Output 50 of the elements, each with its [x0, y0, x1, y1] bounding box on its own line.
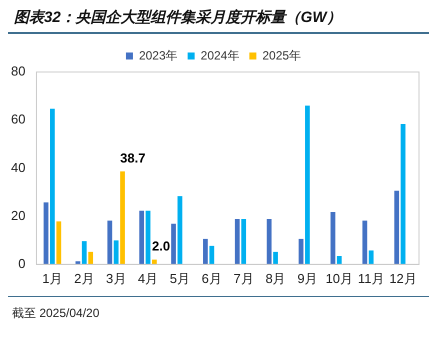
y-tick-label: 80 — [10, 64, 26, 79]
data-label: 38.7 — [120, 150, 146, 166]
y-tick-label: 60 — [10, 112, 26, 127]
x-tick-label: 9月 — [297, 270, 318, 286]
bar — [44, 202, 48, 264]
x-tick-label: 3月 — [106, 270, 126, 286]
legend-label: 2025年 — [262, 48, 302, 62]
x-tick-label: 11月 — [358, 270, 384, 286]
bar — [152, 260, 157, 264]
text: 截至 2025/04/20 — [12, 305, 100, 322]
bar — [209, 246, 214, 264]
bar — [82, 241, 87, 264]
bar — [368, 250, 374, 264]
bar — [146, 210, 150, 264]
bar — [171, 224, 176, 264]
bar — [139, 210, 144, 264]
x-tick-label: 4月 — [138, 270, 158, 286]
bar — [298, 238, 304, 264]
bar — [241, 218, 246, 264]
bar — [266, 218, 272, 264]
bar — [178, 196, 182, 264]
x-tick-label: 12月 — [389, 270, 417, 286]
x-tick-label: 8月 — [265, 270, 286, 286]
bar — [114, 240, 119, 264]
y-tick-label: 0 — [18, 256, 26, 271]
bar — [362, 220, 368, 264]
bar — [203, 238, 208, 264]
bar — [50, 108, 55, 264]
bar — [400, 124, 406, 264]
bar — [394, 190, 400, 264]
y-tick-label: 40 — [10, 160, 26, 175]
x-tick-label: 6月 — [202, 270, 222, 286]
x-tick-label: 5月 — [170, 270, 190, 286]
bar — [120, 171, 125, 264]
bar — [88, 252, 94, 264]
legend-label: 2023年 — [138, 48, 178, 62]
x-tick-label: 10月 — [326, 270, 354, 286]
chart-title: 图表32：央国企大型组件集采月度开标量（GW） — [14, 8, 343, 28]
data-label: 2.0 — [152, 238, 170, 254]
y-tick-label: 20 — [10, 208, 26, 223]
bar — [56, 221, 62, 264]
bar — [305, 106, 310, 264]
x-tick-label: 2月 — [74, 270, 94, 286]
bar — [330, 212, 336, 264]
bar — [107, 220, 112, 264]
bar — [273, 252, 278, 264]
legend-label: 2024年 — [200, 48, 240, 62]
x-tick-label: 1月 — [42, 270, 63, 286]
bar — [234, 218, 240, 264]
x-tick-label: 7月 — [234, 270, 254, 286]
